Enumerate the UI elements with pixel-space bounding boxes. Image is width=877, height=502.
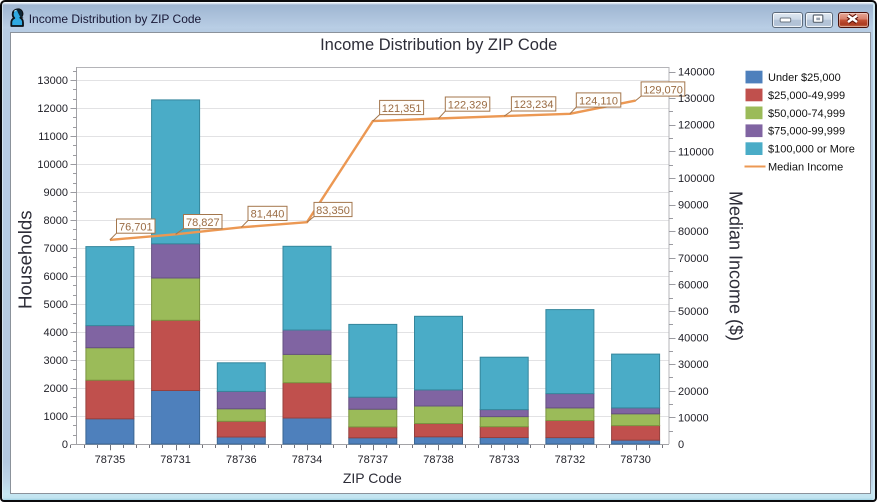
svg-text:122,329: 122,329 <box>448 99 488 111</box>
svg-text:78738: 78738 <box>423 454 454 466</box>
svg-text:13000: 13000 <box>37 75 68 87</box>
svg-text:100000: 100000 <box>678 173 715 185</box>
svg-text:78737: 78737 <box>358 454 389 466</box>
svg-text:78735: 78735 <box>95 454 126 466</box>
svg-text:1000: 1000 <box>44 411 68 423</box>
svg-text:7000: 7000 <box>44 243 68 255</box>
svg-text:20000: 20000 <box>678 386 709 398</box>
svg-text:78731: 78731 <box>160 454 191 466</box>
svg-text:123,234: 123,234 <box>514 99 554 111</box>
svg-text:120000: 120000 <box>678 120 715 132</box>
svg-text:9000: 9000 <box>44 187 68 199</box>
svg-text:78730: 78730 <box>620 454 651 466</box>
svg-text:30000: 30000 <box>678 359 709 371</box>
svg-text:90000: 90000 <box>678 200 709 212</box>
svg-text:81,440: 81,440 <box>251 209 285 221</box>
svg-text:2000: 2000 <box>44 383 68 395</box>
svg-text:78734: 78734 <box>292 454 323 466</box>
svg-text:130000: 130000 <box>678 93 715 105</box>
svg-text:60000: 60000 <box>678 279 709 291</box>
svg-text:$50,000-74,999: $50,000-74,999 <box>768 108 845 120</box>
svg-text:$75,000-99,999: $75,000-99,999 <box>768 126 845 138</box>
svg-text:Households: Households <box>15 210 36 309</box>
svg-text:6000: 6000 <box>44 271 68 283</box>
svg-text:8000: 8000 <box>44 215 68 227</box>
svg-text:70000: 70000 <box>678 253 709 265</box>
svg-text:$100,000 or More: $100,000 or More <box>768 144 855 156</box>
svg-text:$25,000-49,999: $25,000-49,999 <box>768 90 845 102</box>
svg-text:4000: 4000 <box>44 327 68 339</box>
svg-text:110000: 110000 <box>678 146 714 158</box>
svg-text:121,351: 121,351 <box>382 103 422 115</box>
svg-text:78736: 78736 <box>226 454 257 466</box>
svg-text:10000: 10000 <box>678 412 709 424</box>
svg-text:80000: 80000 <box>678 226 709 238</box>
svg-text:Median Income ($): Median Income ($) <box>725 191 745 341</box>
svg-text:3000: 3000 <box>44 355 68 367</box>
svg-text:124,110: 124,110 <box>579 95 618 107</box>
svg-text:78733: 78733 <box>489 454 520 466</box>
svg-text:Median Income: Median Income <box>768 162 843 174</box>
svg-text:83,350: 83,350 <box>316 205 350 217</box>
svg-text:Under $25,000: Under $25,000 <box>768 72 841 84</box>
svg-text:50000: 50000 <box>678 306 709 318</box>
svg-text:0: 0 <box>678 439 684 451</box>
svg-text:78732: 78732 <box>555 454 586 466</box>
svg-text:11000: 11000 <box>38 131 68 143</box>
svg-text:78,827: 78,827 <box>186 217 220 229</box>
svg-text:76,701: 76,701 <box>119 221 153 233</box>
svg-text:12000: 12000 <box>37 103 68 115</box>
svg-text:5000: 5000 <box>44 299 68 311</box>
svg-text:ZIP Code: ZIP Code <box>343 470 402 486</box>
svg-text:129,070: 129,070 <box>643 84 683 96</box>
svg-text:10000: 10000 <box>37 159 68 171</box>
svg-text:0: 0 <box>62 439 68 451</box>
svg-text:140000: 140000 <box>678 67 715 79</box>
svg-text:Income Distribution by ZIP Cod: Income Distribution by ZIP Code <box>320 36 557 54</box>
svg-text:40000: 40000 <box>678 333 709 345</box>
